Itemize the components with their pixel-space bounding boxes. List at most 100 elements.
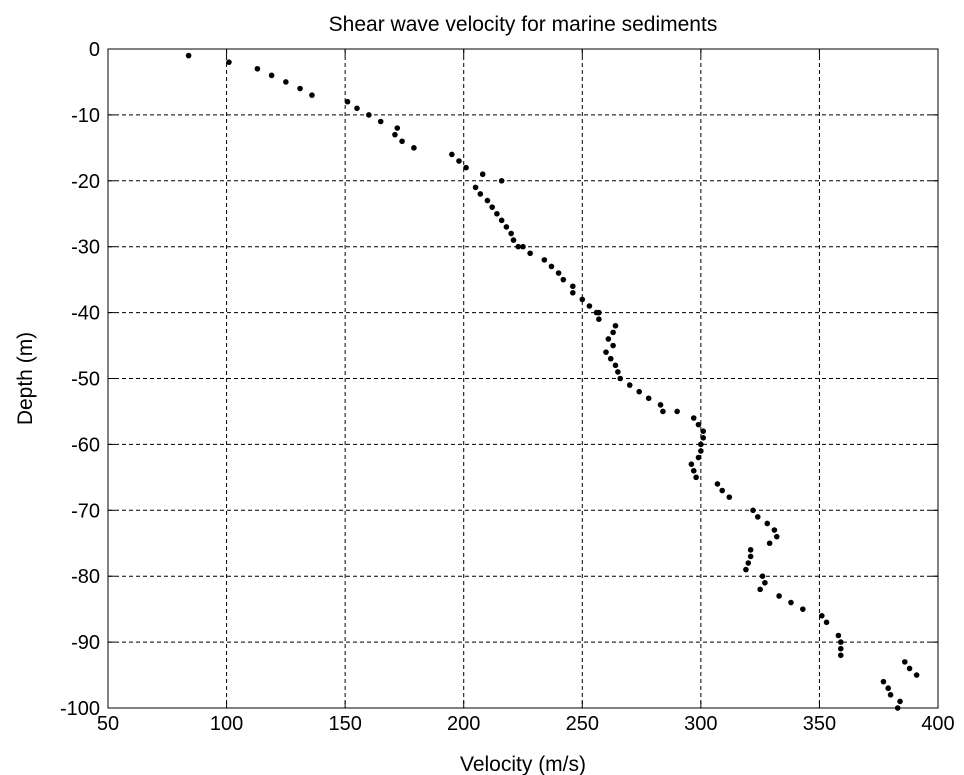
data-point bbox=[579, 296, 586, 303]
data-point bbox=[226, 59, 232, 65]
data-point bbox=[885, 685, 891, 692]
data-point bbox=[754, 514, 761, 520]
data-point bbox=[897, 698, 903, 705]
data-point bbox=[773, 533, 780, 540]
x-tick-label: 350 bbox=[803, 713, 836, 735]
data-point bbox=[771, 527, 778, 533]
data-point bbox=[510, 237, 517, 243]
data-point bbox=[902, 659, 908, 665]
x-tick-label: 150 bbox=[328, 713, 361, 735]
data-point bbox=[615, 369, 621, 375]
data-point bbox=[560, 276, 567, 283]
axis-ticks bbox=[107, 48, 939, 709]
data-point bbox=[714, 481, 721, 487]
x-tick-label: 200 bbox=[447, 713, 480, 735]
data-point bbox=[607, 355, 614, 362]
y-tick-label: -80 bbox=[71, 566, 100, 588]
y-tick-label: -50 bbox=[71, 369, 100, 391]
data-points bbox=[185, 52, 920, 711]
data-point bbox=[503, 224, 510, 230]
data-point bbox=[309, 92, 315, 98]
data-point bbox=[394, 125, 401, 131]
data-point bbox=[610, 329, 616, 336]
data-point bbox=[612, 362, 619, 369]
x-tick-label: 100 bbox=[210, 713, 243, 735]
data-point bbox=[688, 461, 695, 467]
data-point bbox=[698, 441, 704, 448]
data-point bbox=[700, 428, 707, 435]
data-point bbox=[887, 692, 894, 698]
data-point bbox=[610, 342, 616, 349]
data-point bbox=[515, 243, 522, 250]
y-tick-label: -30 bbox=[71, 237, 100, 259]
data-point bbox=[484, 197, 491, 204]
data-point bbox=[759, 573, 766, 579]
data-point bbox=[283, 79, 289, 85]
data-point bbox=[617, 375, 624, 382]
data-point bbox=[596, 316, 602, 322]
data-point bbox=[800, 606, 806, 612]
data-point bbox=[894, 705, 901, 711]
data-point bbox=[823, 619, 830, 626]
y-tick-label: 0 bbox=[89, 39, 100, 61]
data-point bbox=[377, 118, 384, 125]
x-tick-label: 250 bbox=[566, 713, 599, 735]
data-point bbox=[605, 336, 612, 342]
data-point bbox=[520, 243, 526, 250]
chart-title: Shear wave velocity for marine sediments bbox=[329, 13, 718, 36]
data-point bbox=[392, 131, 398, 138]
data-point bbox=[726, 494, 733, 500]
data-point bbox=[612, 322, 619, 329]
data-point bbox=[674, 408, 680, 415]
data-point bbox=[489, 204, 495, 210]
data-point bbox=[835, 632, 842, 639]
data-point bbox=[750, 507, 756, 514]
data-point bbox=[498, 178, 505, 184]
data-point bbox=[906, 665, 913, 672]
data-point bbox=[880, 678, 887, 685]
data-point bbox=[366, 112, 372, 118]
y-tick-label: -20 bbox=[71, 171, 100, 193]
data-point bbox=[695, 454, 702, 461]
x-tick-label: 300 bbox=[684, 713, 717, 735]
data-point bbox=[603, 349, 609, 355]
data-point bbox=[586, 303, 593, 309]
data-point bbox=[456, 158, 462, 164]
data-point bbox=[764, 520, 771, 527]
data-point bbox=[693, 474, 699, 481]
y-tick-label: -70 bbox=[71, 500, 100, 522]
data-point bbox=[913, 672, 920, 678]
data-point bbox=[788, 599, 794, 606]
y-tick-label: -10 bbox=[71, 105, 100, 127]
data-point bbox=[690, 415, 697, 421]
x-axis-label: Velocity (m/s) bbox=[460, 753, 586, 775]
data-point bbox=[660, 408, 666, 415]
y-tick-label: -40 bbox=[71, 303, 100, 325]
data-point bbox=[837, 652, 844, 659]
data-point bbox=[747, 553, 754, 560]
data-point bbox=[541, 257, 548, 263]
x-tick-label: 50 bbox=[97, 713, 119, 735]
y-axis-label: Depth (m) bbox=[14, 332, 37, 425]
data-point bbox=[837, 645, 844, 652]
x-tick-label: 400 bbox=[921, 713, 954, 735]
data-point bbox=[508, 230, 514, 237]
data-point bbox=[719, 487, 725, 494]
data-point bbox=[494, 210, 500, 217]
data-point bbox=[762, 579, 768, 586]
data-point bbox=[254, 65, 261, 72]
data-point bbox=[555, 270, 562, 276]
data-point bbox=[498, 217, 505, 224]
data-point bbox=[479, 171, 486, 178]
data-point bbox=[344, 98, 351, 105]
data-point bbox=[657, 402, 664, 408]
data-point bbox=[185, 52, 192, 59]
data-point bbox=[297, 85, 303, 92]
data-point bbox=[700, 435, 707, 441]
grid-lines bbox=[108, 49, 938, 708]
data-point bbox=[477, 191, 484, 197]
data-point bbox=[596, 309, 602, 316]
data-point bbox=[463, 164, 469, 171]
data-point bbox=[747, 547, 754, 553]
